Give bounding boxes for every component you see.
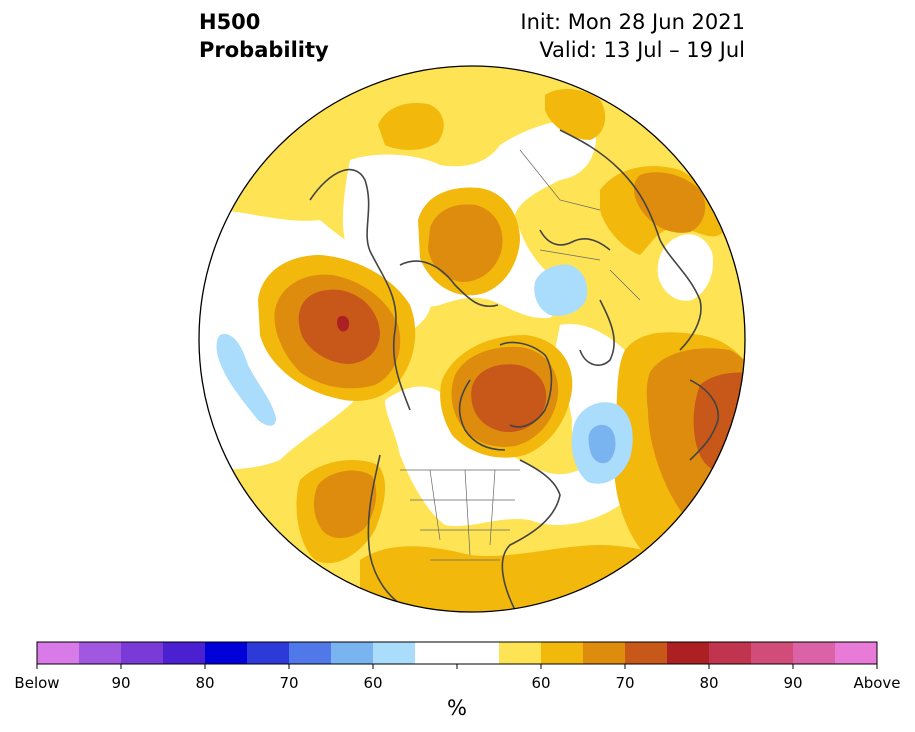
above-60-65-east-asia: [545, 88, 606, 140]
above-75-80-pacific-core: [337, 315, 350, 332]
colorbar-tick-label: 80: [699, 674, 719, 692]
colorbar-tick-label: 90: [111, 674, 131, 692]
colorbar-tick-label: Below: [14, 674, 60, 692]
colorbar-swatch: [835, 642, 878, 664]
title-left: H500 Probability: [199, 8, 329, 64]
colorbar-tick-label: Above: [853, 674, 901, 692]
borders: [400, 149, 641, 561]
colorbar-swatch: [415, 642, 458, 664]
colorbar-swatch: [373, 642, 416, 664]
colorbar-swatch: [625, 642, 668, 664]
colorbar-swatch: [37, 642, 80, 664]
colorbar-tick-label: 60: [531, 674, 551, 692]
map-boundary: [198, 65, 746, 613]
colorbar-swatch: [79, 642, 122, 664]
init-date: Init: Mon 28 Jun 2021: [520, 10, 745, 34]
colorbar-swatch: [541, 642, 584, 664]
colorbar-swatch: [331, 642, 374, 664]
below-55-60-arctic: [534, 264, 588, 316]
colorbar-ticks: [36, 664, 878, 669]
map-disk: [199, 66, 745, 612]
valid-period: Valid: 13 Jul – 19 Jul: [539, 38, 745, 62]
colorbar-tick-label: 80: [195, 674, 215, 692]
above-70-75-greenland: [471, 364, 547, 433]
units-label: %: [447, 696, 467, 720]
colorbar-swatch: [751, 642, 794, 664]
colorbar-swatch: [793, 642, 836, 664]
colorbar-swatch: [121, 642, 164, 664]
variable-label: H500: [199, 10, 261, 34]
product-label: Probability: [199, 38, 329, 62]
colorbar-swatch: [247, 642, 290, 664]
colorbar-tick-label: 90: [783, 674, 803, 692]
colorbar-swatch: [583, 642, 626, 664]
colorbar-boxes: [37, 642, 878, 664]
colorbar-swatch: [499, 642, 542, 664]
above-65-70-kara: [428, 204, 503, 282]
below-55-60-pacific: [216, 334, 276, 426]
title-right: Init: Mon 28 Jun 2021 Valid: 13 Jul – 19…: [520, 8, 745, 64]
above-65-70-alaska: [313, 470, 377, 539]
colorbar-swatch: [457, 642, 500, 664]
colorbar-swatch: [289, 642, 332, 664]
colorbar-tick-label: 60: [363, 674, 383, 692]
colorbar-swatch: [205, 642, 248, 664]
colorbar-swatch: [667, 642, 710, 664]
colorbar-tick-label: 70: [279, 674, 299, 692]
neutral-region-siberia: [657, 234, 714, 301]
colorbar-swatch: [709, 642, 752, 664]
above-60-65-beaufort: [378, 102, 444, 150]
colorbar-tick-label: 70: [615, 674, 635, 692]
below-60-65-atlantic: [588, 424, 616, 464]
colorbar-swatch: [163, 642, 206, 664]
coastlines: [309, 129, 719, 611]
